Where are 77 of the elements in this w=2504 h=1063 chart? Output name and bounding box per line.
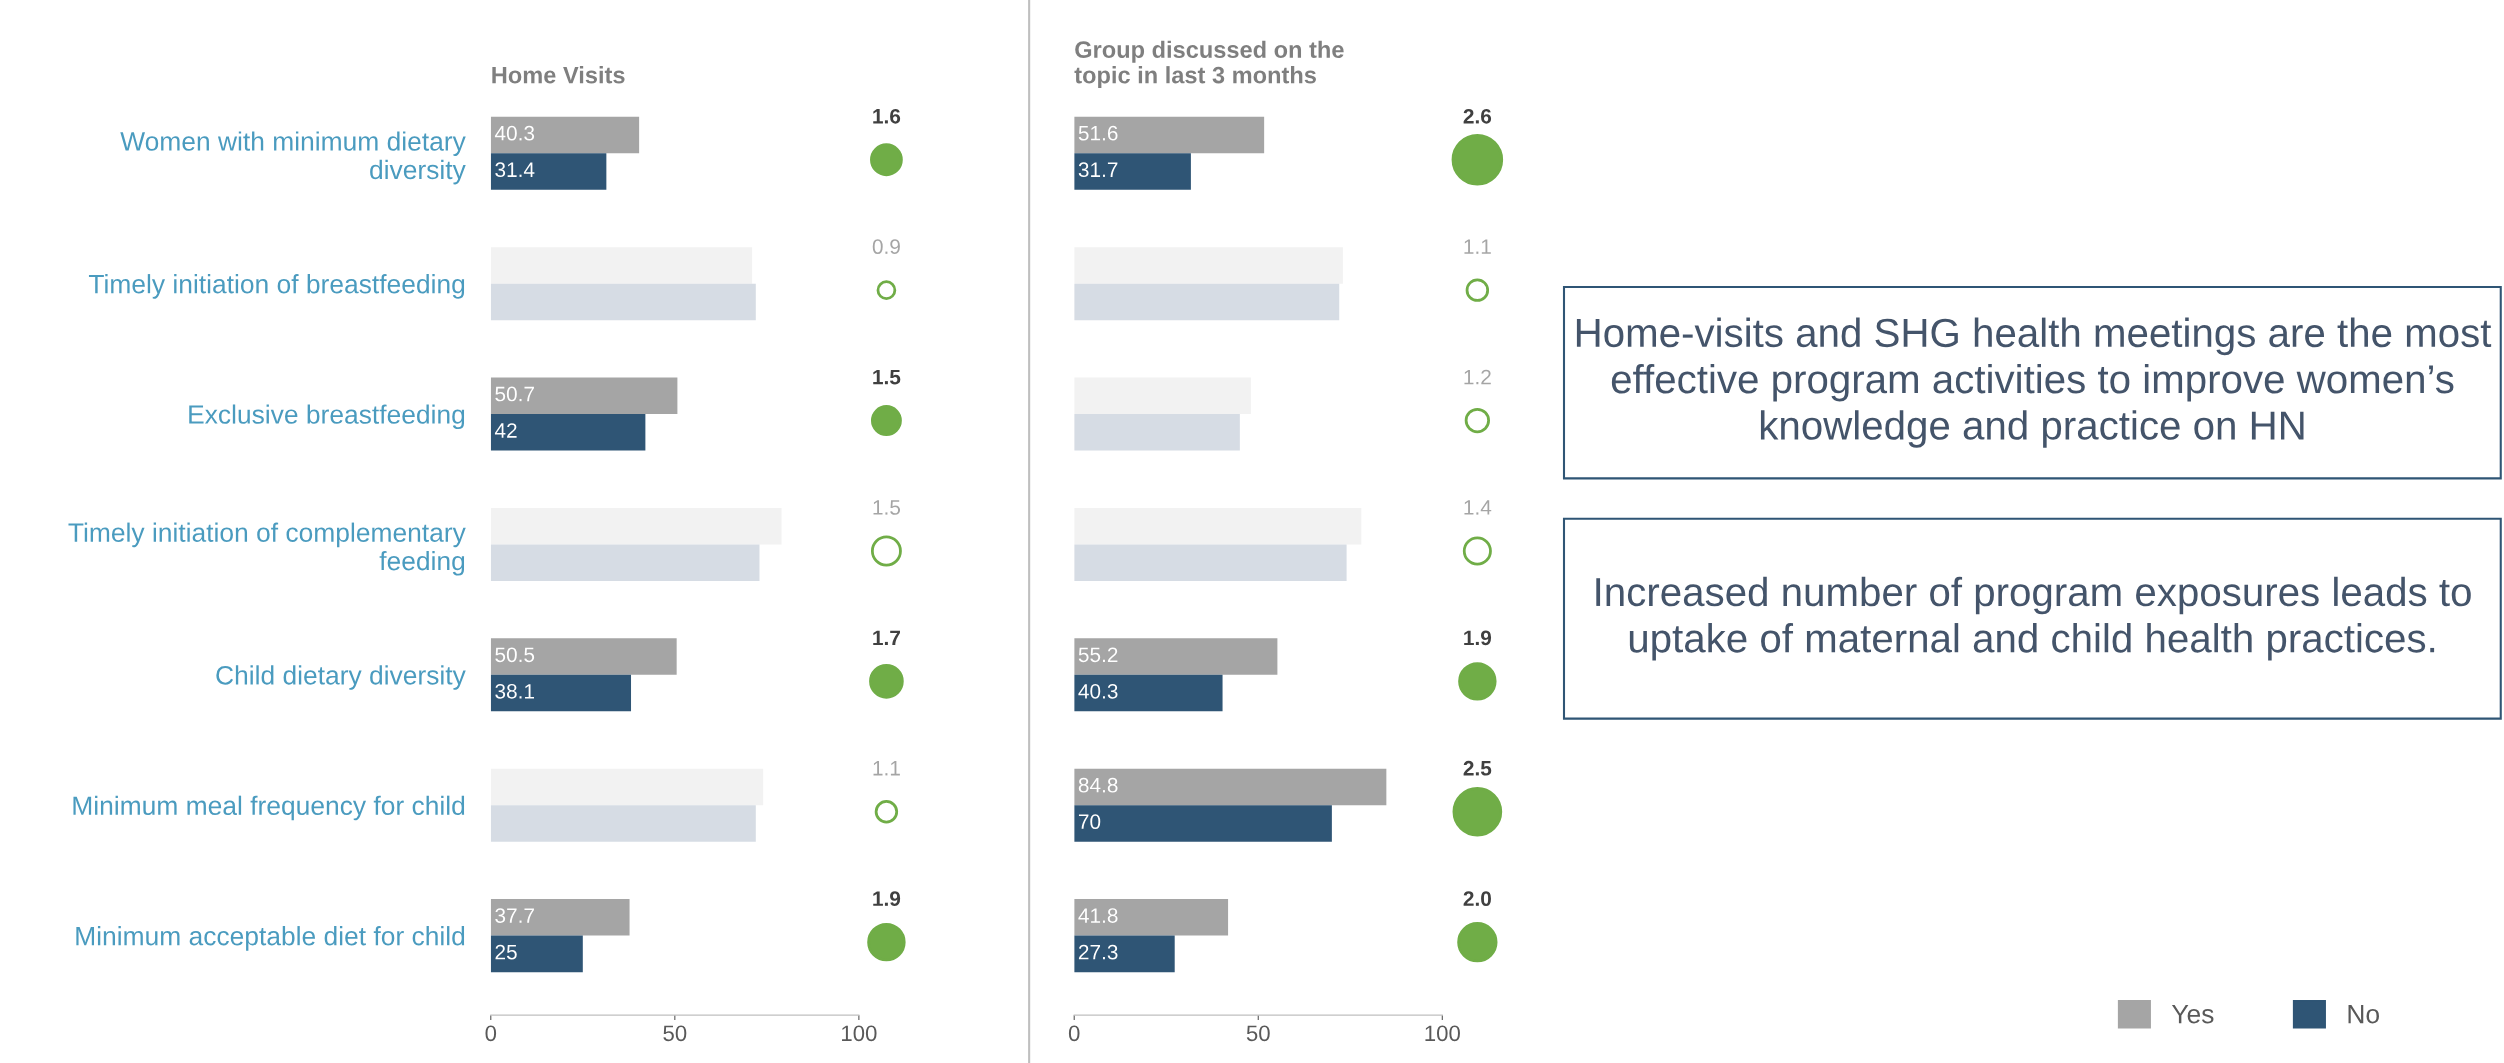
bar: [1074, 638, 1278, 675]
data-label: 84.8: [1078, 777, 1118, 793]
y-tick-label: Child dietary diversity: [216, 665, 466, 690]
chart-title: Group discussed on the topic in last 3 months: [1074, 40, 1344, 89]
x-tick-label: 50: [1246, 1025, 1270, 1042]
data-label: 1.1: [873, 761, 900, 776]
data-label: 38.1: [495, 683, 534, 699]
data-label: 1.1: [1464, 239, 1491, 254]
bar: [1074, 283, 1340, 321]
bar: [490, 377, 678, 415]
data-label: 51.6: [1078, 125, 1118, 141]
x-tick-label: 0: [1068, 1025, 1080, 1042]
data-label: 2.5: [1463, 760, 1492, 776]
data-label: 37.7: [495, 908, 534, 923]
bar: [490, 805, 756, 842]
bar: [1074, 935, 1175, 973]
x-tick-label: 100: [842, 1025, 877, 1042]
bar: [490, 768, 764, 806]
bar: [490, 283, 756, 321]
data-label: 40.3: [1078, 683, 1118, 699]
bar: [1074, 805, 1332, 842]
data-label: 1.2: [1464, 369, 1491, 385]
bar: [490, 544, 760, 581]
bar: [490, 247, 753, 284]
x-tick-label: 0: [485, 1025, 497, 1042]
data-label: 40.3: [494, 125, 535, 141]
x-tick-label: 100: [1425, 1025, 1460, 1042]
chart-title: Home Visits: [492, 66, 625, 84]
bar: [490, 116, 640, 154]
data-label: 42: [494, 423, 517, 438]
bar: [490, 638, 677, 675]
data-label: 1.5: [873, 500, 901, 515]
y-tick-label: Minimum acceptable diet for child: [76, 926, 465, 951]
data-label: 1.7: [873, 630, 900, 646]
y-tick-label: Minimum meal frequency for child: [73, 795, 465, 821]
data-label: 1.4: [1464, 500, 1492, 515]
data-label: 50.5: [495, 647, 535, 663]
bar: [1074, 116, 1265, 154]
data-label: 25: [495, 944, 517, 960]
text: Increased number of program exposures leads to uptake of maternal and child health practices.: [1596, 576, 2471, 661]
data-label: 1.9: [1464, 630, 1492, 646]
data-label: 50.7: [495, 386, 534, 402]
text: Home-visits and SHG health meetings are the most effective program activities to improve women’s knowledge and practice on HN: [1576, 317, 2492, 448]
bar: [490, 414, 646, 451]
data-label: 31.7: [1078, 162, 1118, 178]
bar: [1074, 768, 1387, 806]
bar: [490, 507, 782, 545]
bar: [490, 674, 632, 712]
legend-label: Yes: [2171, 1004, 2214, 1024]
data-label: 27.3: [1078, 944, 1118, 960]
y-tick-label: Timely initiation of breastfeeding: [88, 274, 465, 299]
data-label: 1.9: [873, 891, 901, 907]
bar: [1074, 414, 1240, 451]
bar: [490, 899, 630, 936]
data-label: 2.0: [1463, 891, 1491, 907]
bar: [1074, 899, 1229, 936]
data-label: 41.8: [1078, 908, 1118, 923]
bar: [490, 935, 583, 973]
bar: [1074, 544, 1347, 581]
data-label: 1.5: [873, 369, 901, 385]
y-tick-label: Timely initiation of complementary feeding: [68, 522, 466, 576]
bar: [1074, 674, 1223, 712]
data-label: 1.6: [873, 108, 901, 124]
data-label: 70: [1078, 814, 1101, 830]
bar: [1074, 377, 1251, 415]
y-tick-label: Women with minimum dietary diversity: [120, 131, 466, 185]
bar: [1074, 507, 1362, 545]
bar: [490, 153, 607, 190]
data-label: 0.9: [872, 239, 900, 255]
data-label: 2.6: [1463, 108, 1492, 124]
bar: [1074, 247, 1343, 284]
y-tick-label: Exclusive breastfeeding: [189, 404, 465, 430]
legend-label: No: [2348, 1004, 2379, 1024]
x-tick-label: 50: [663, 1025, 687, 1042]
data-label: 31.4: [495, 162, 535, 178]
bar: [1074, 153, 1191, 190]
data-label: 55.2: [1078, 647, 1118, 663]
